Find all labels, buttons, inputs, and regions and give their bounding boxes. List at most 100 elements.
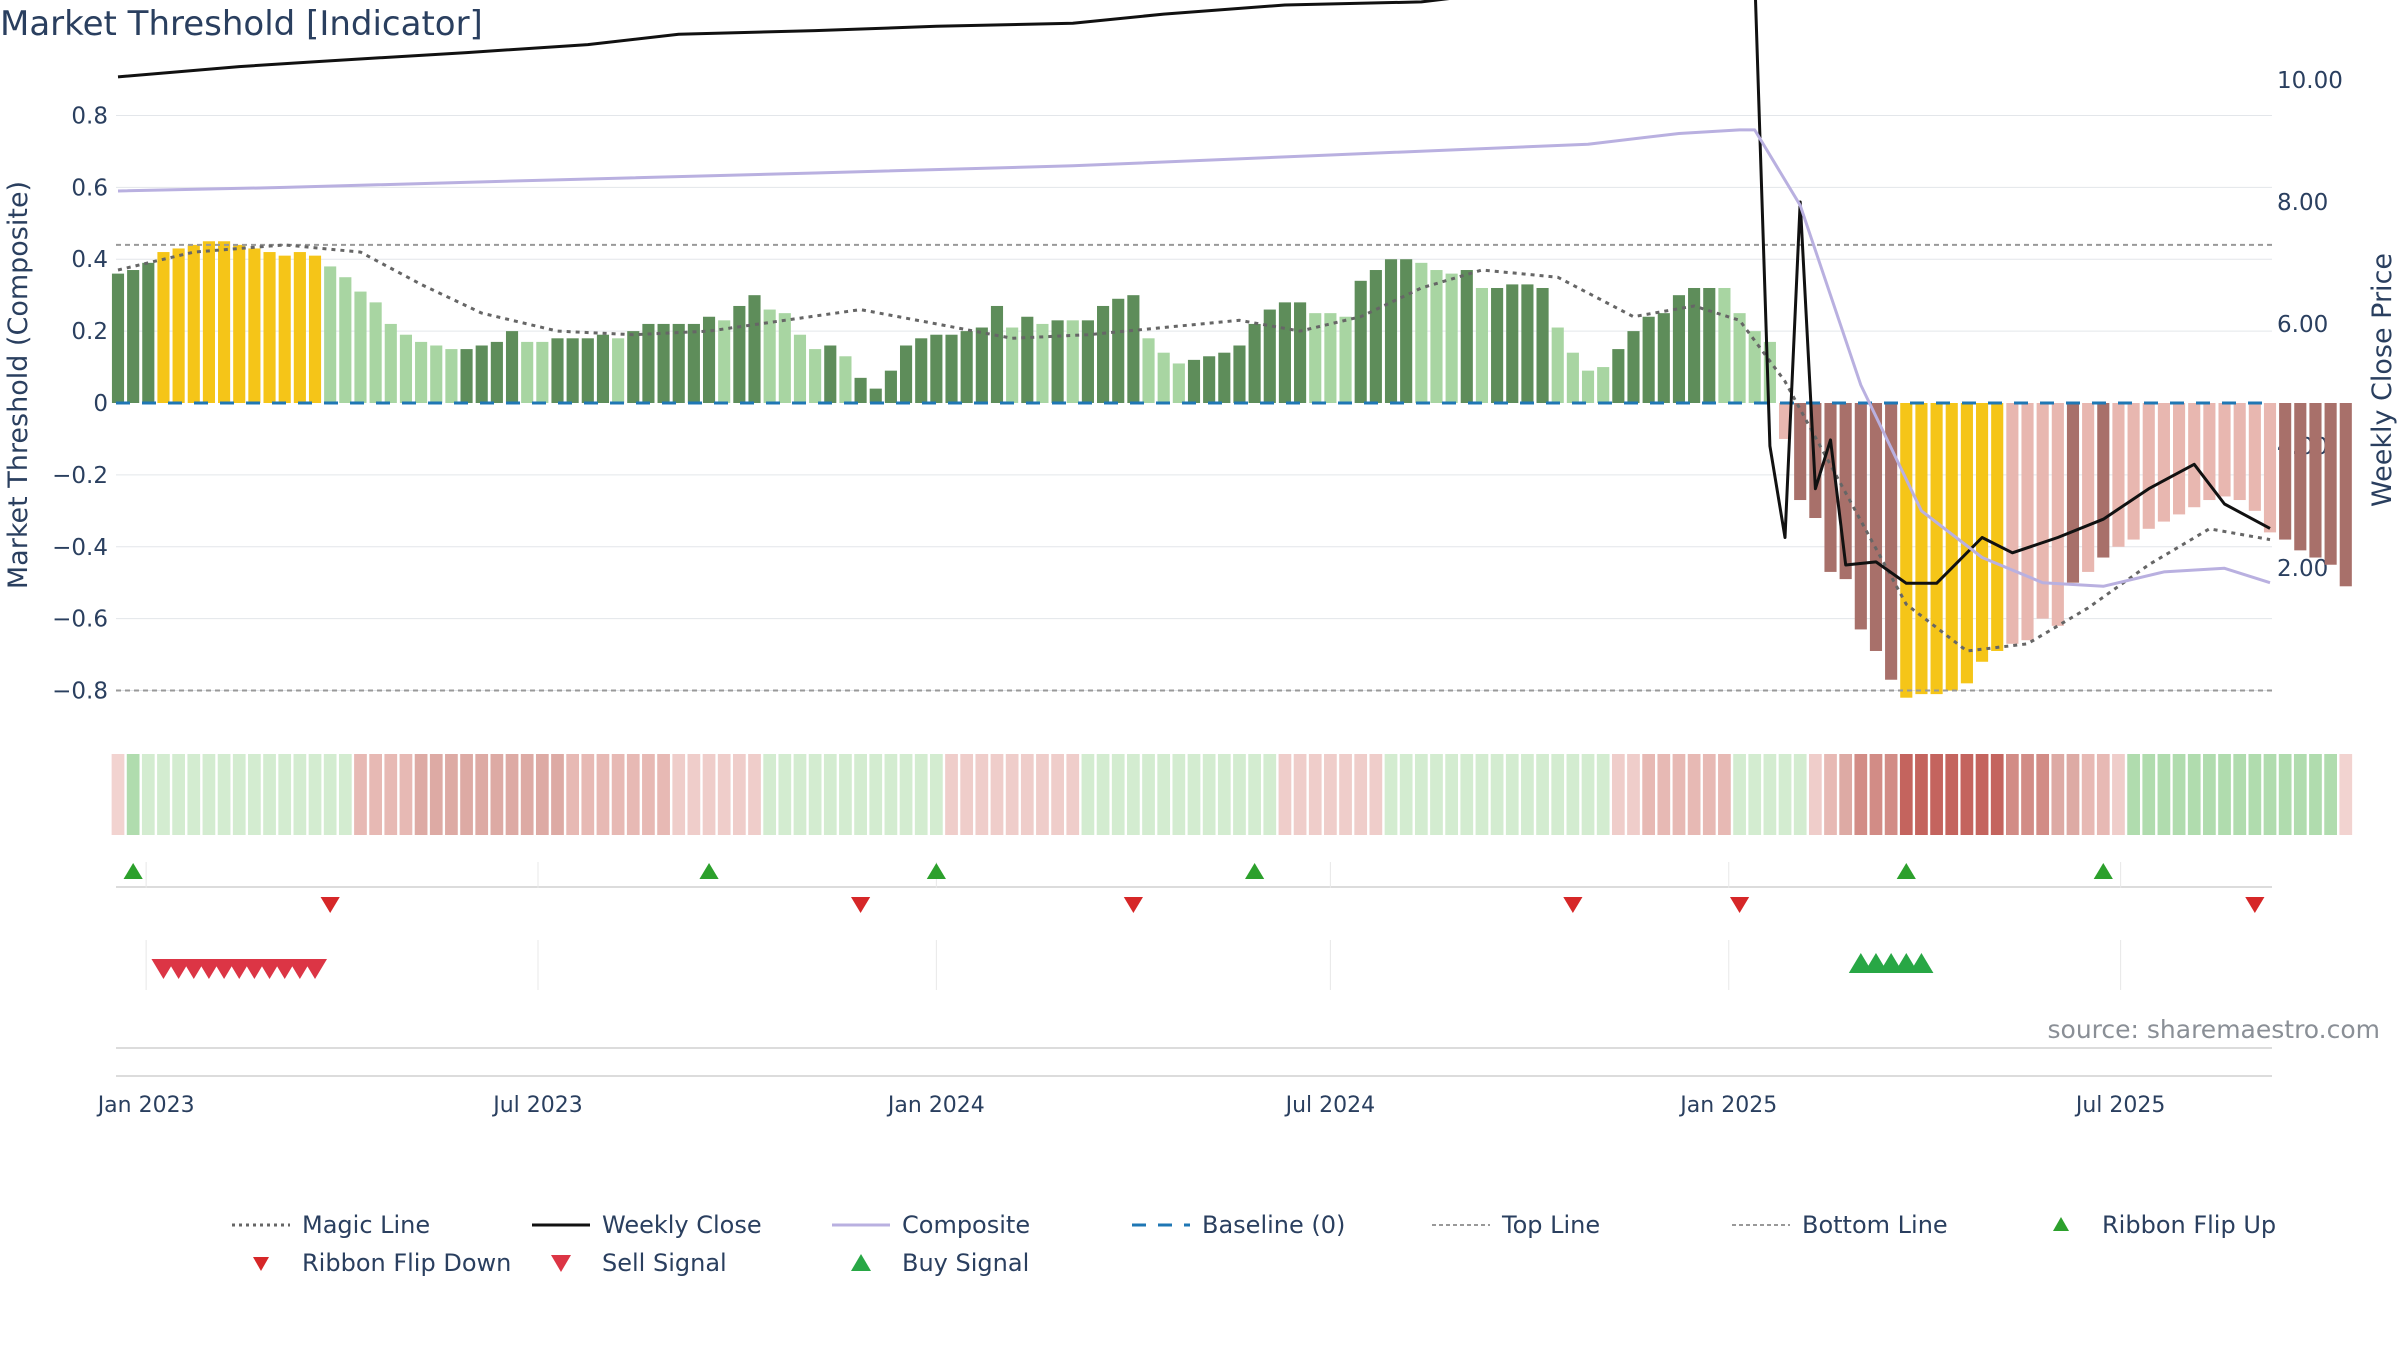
bar: [1657, 313, 1670, 403]
ribbon-cell: [2248, 754, 2262, 835]
bar: [278, 255, 291, 403]
ribbon-cell: [1051, 754, 1064, 835]
legend-item-top-line[interactable]: Top Line: [1430, 1211, 1730, 1239]
ribbon-cell: [1642, 754, 1656, 835]
ribbon-cell: [702, 754, 716, 835]
ribbon-cell: [1430, 754, 1443, 835]
bar: [1915, 403, 1928, 695]
legend-item-bottom-line[interactable]: Bottom Line: [1730, 1211, 2030, 1239]
bar: [415, 341, 428, 403]
ribbon-cell: [157, 754, 170, 835]
bar: [2157, 403, 2170, 522]
ribbon-cell: [399, 754, 413, 835]
legend-item-weekly-close[interactable]: Weekly Close: [530, 1211, 830, 1239]
bar: [1233, 345, 1246, 403]
bar: [915, 338, 928, 403]
ribbon-cell: [2036, 754, 2050, 835]
bar: [1203, 356, 1216, 403]
bar: [187, 244, 200, 403]
series-line-composite: [117, 128, 2271, 588]
bar: [1642, 316, 1655, 403]
bar: [324, 266, 337, 403]
sell-signal-marker: [151, 959, 176, 979]
bar: [1506, 284, 1519, 403]
ribbon-cell: [914, 754, 928, 835]
bar: [1566, 352, 1579, 403]
bar: [1627, 331, 1640, 403]
bar: [975, 327, 988, 403]
ribbon-cell: [823, 754, 837, 835]
ribbon-cell: [566, 754, 580, 835]
legend-item-baseline[interactable]: Baseline (0): [1130, 1211, 1430, 1239]
legend-item-ribbon-flip-up[interactable]: Ribbon Flip Up: [2030, 1211, 2276, 1239]
ribbon-cell: [248, 754, 261, 835]
bar: [2006, 403, 2019, 644]
ribbon-cell: [111, 754, 125, 835]
x-tick-label: Jul 2023: [491, 1093, 583, 1118]
ribbon-cell: [2263, 754, 2277, 835]
ribbon-cell: [687, 754, 701, 835]
bar: [218, 241, 231, 403]
bar: [1021, 316, 1034, 403]
ribbon-cell: [1339, 754, 1352, 835]
bar: [1369, 270, 1382, 403]
ribbon-cell: [338, 754, 352, 835]
ribbon-cell: [475, 754, 489, 835]
bar: [869, 388, 882, 403]
ribbon-cell: [596, 754, 610, 835]
ribbon-cell: [2112, 754, 2125, 835]
bar: [536, 341, 549, 403]
ribbon-cell: [217, 754, 231, 835]
ribbon-flip-down-marker: [1563, 897, 1583, 913]
bar: [612, 338, 625, 403]
legend-symbol-bottom-line: [1732, 1224, 1790, 1226]
x-tick-label: Jan 2023: [96, 1093, 195, 1118]
ribbon-cell: [1975, 754, 1989, 835]
legend-item-buy-signal[interactable]: Buy Signal: [830, 1249, 1130, 1277]
series-line-magic-line: [117, 243, 2271, 653]
bar: [763, 309, 776, 403]
ribbon-cell: [1945, 754, 1959, 835]
ribbon-cell: [1536, 754, 1549, 835]
ribbon-flip-down-marker: [1123, 897, 1143, 913]
ribbon-cell: [1036, 754, 1049, 835]
legend-label-buy-signal: Buy Signal: [902, 1249, 1030, 1277]
ribbon-cell: [429, 754, 443, 835]
bar: [1581, 370, 1595, 403]
ribbon-cell: [1081, 754, 1095, 835]
legend-item-sell-signal[interactable]: Sell Signal: [530, 1249, 830, 1277]
legend-symbol-top-line: [1432, 1224, 1490, 1226]
legend-symbol-composite: [832, 1223, 890, 1227]
ribbon-cell: [1172, 754, 1186, 835]
bar: [2021, 403, 2034, 641]
sell-signal-marker: [212, 959, 237, 979]
bar: [2294, 403, 2307, 551]
bar: [399, 334, 413, 403]
buy-signal-marker: [1848, 953, 1873, 973]
legend-item-composite[interactable]: Composite: [830, 1211, 1130, 1239]
legend-symbol-weekly-close: [532, 1223, 590, 1227]
ribbon-cell: [2066, 754, 2080, 835]
bar: [2309, 403, 2322, 558]
legend-item-ribbon-flip-down[interactable]: Ribbon Flip Down: [230, 1249, 530, 1277]
ribbon-cell: [763, 754, 777, 835]
bar: [1778, 403, 1792, 439]
bar: [1278, 302, 1291, 403]
bar: [1430, 270, 1443, 403]
bar: [1612, 349, 1625, 403]
ribbon-cell: [2157, 754, 2171, 835]
ribbon-cell: [1869, 754, 1883, 835]
legend-item-magic-line[interactable]: Magic Line: [230, 1211, 530, 1239]
bar: [475, 345, 488, 403]
ribbon-cell: [384, 754, 398, 835]
ribbon-cell: [1278, 754, 1292, 835]
bar: [1733, 313, 1746, 403]
legend-label-bottom-line: Bottom Line: [1802, 1211, 1948, 1239]
bar: [505, 331, 519, 403]
legend-symbol-magic-line: [232, 1223, 290, 1227]
ribbon-cell: [975, 754, 989, 835]
bar: [627, 331, 640, 403]
ribbon-cell: [1308, 754, 1322, 835]
bar: [824, 345, 837, 403]
ribbon-cell: [2324, 754, 2337, 835]
